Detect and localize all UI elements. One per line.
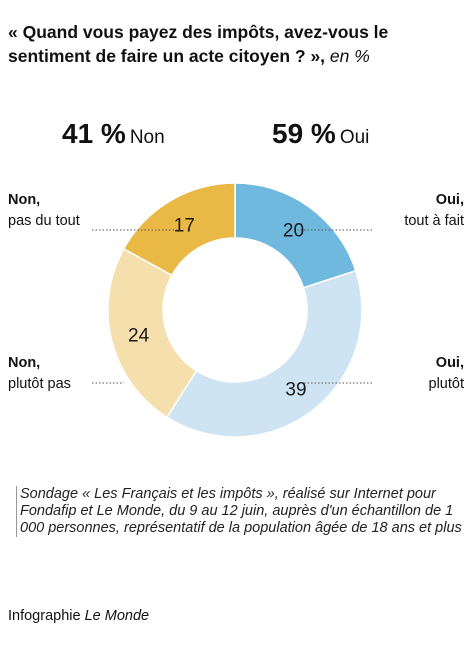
category-label-non-plutot-pas: Non, plutôt pas bbox=[8, 353, 71, 395]
total-oui: 59 % Oui bbox=[272, 118, 369, 150]
category-name: pas du tout bbox=[8, 213, 80, 229]
category-group: Non, bbox=[8, 192, 41, 208]
survey-note: Sondage « Les Français et les impôts », … bbox=[16, 486, 470, 537]
total-oui-value: 59 % bbox=[272, 118, 336, 149]
category-name: plutôt bbox=[428, 376, 464, 392]
slice-value-label-0: 20 bbox=[283, 221, 304, 242]
total-oui-label: Oui bbox=[339, 127, 370, 148]
category-name: tout à fait bbox=[404, 213, 464, 229]
category-group: Oui, bbox=[435, 192, 464, 208]
total-non-label: Non bbox=[129, 127, 165, 148]
donut-slice-1 bbox=[165, 269, 363, 438]
category-name: plutôt pas bbox=[8, 376, 71, 392]
category-label-non-pas-du-tout: Non, pas du tout bbox=[8, 190, 80, 232]
donut-slice-3 bbox=[122, 182, 236, 277]
donut-slice-2 bbox=[107, 247, 198, 419]
category-group: Oui, bbox=[435, 355, 464, 371]
slice-value-label-2: 24 bbox=[128, 326, 150, 347]
slice-value-label-3: 17 bbox=[174, 215, 195, 236]
category-group: Non, bbox=[8, 355, 41, 371]
chart-title: « Quand vous payez des impôts, avez-vous… bbox=[8, 20, 468, 68]
credit-prefix: Infographie bbox=[8, 608, 81, 624]
credit-brand: Le Monde bbox=[84, 608, 150, 624]
title-text: « Quand vous payez des impôts, avez-vous… bbox=[8, 22, 389, 66]
category-label-oui-tout-a-fait: Oui, tout à fait bbox=[404, 190, 464, 232]
donut-chart: 20 39 24 17 bbox=[92, 182, 372, 438]
category-label-oui-plutot: Oui, plutôt bbox=[429, 353, 464, 395]
slice-value-label-1: 39 bbox=[285, 380, 306, 401]
credit: Infographie Le Monde bbox=[8, 608, 149, 624]
total-non: 41 % Non bbox=[62, 118, 165, 150]
title-unit: en % bbox=[329, 46, 370, 66]
total-non-value: 41 % bbox=[62, 118, 126, 149]
